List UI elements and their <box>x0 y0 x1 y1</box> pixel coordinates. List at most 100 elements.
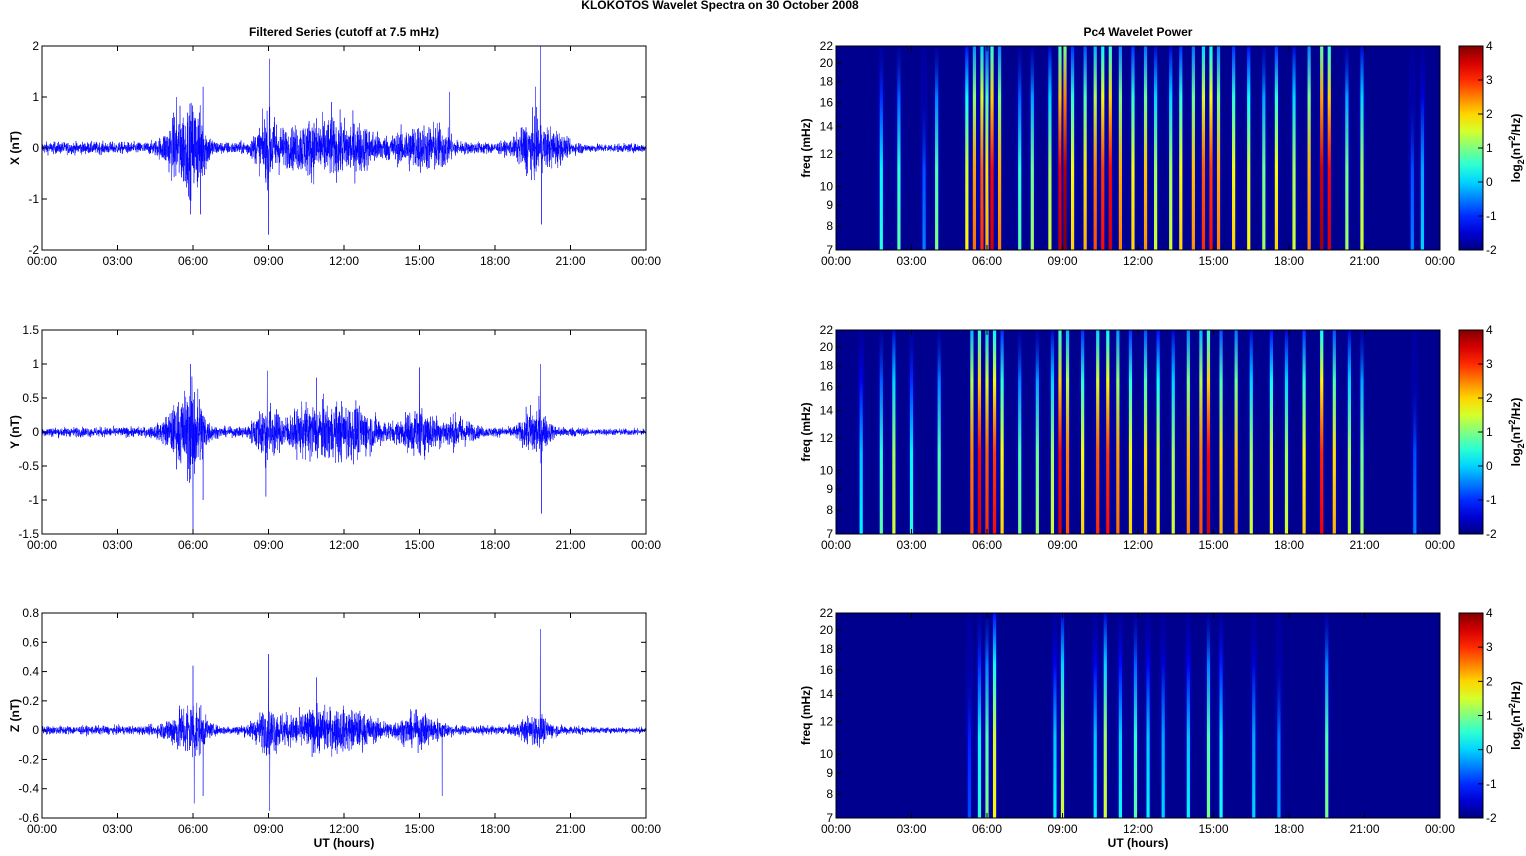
power-event <box>1186 613 1190 818</box>
x-tick-label: 00:00 <box>1425 254 1455 268</box>
colorbar-label-part: log <box>1509 164 1523 182</box>
colorbar-label-part: 2 <box>1507 136 1517 141</box>
power-event <box>1284 330 1289 534</box>
x-tick-label: 06:00 <box>178 254 208 268</box>
y-tick-label: 0.2 <box>22 694 39 708</box>
x-tick-label: 21:00 <box>555 254 585 268</box>
x-tick-label: 00:00 <box>631 822 661 836</box>
x-tick-label: 21:00 <box>1349 538 1379 552</box>
power-event <box>1209 46 1213 250</box>
power-event <box>1093 46 1097 250</box>
colorbar-tick-label: -2 <box>1486 243 1497 257</box>
power-event <box>1345 46 1349 250</box>
power-event <box>1018 330 1022 534</box>
power-event <box>1360 330 1364 534</box>
power-event <box>1302 330 1306 534</box>
y-tick-label: 8 <box>826 219 833 233</box>
y-tick-label: 0 <box>32 141 39 155</box>
power-event <box>990 46 994 250</box>
power-event <box>1103 613 1107 818</box>
x-tick-label: 00:00 <box>821 538 851 552</box>
y-tick-label: 20 <box>820 56 834 70</box>
x-tick-label: 06:00 <box>972 538 1002 552</box>
y-tick-label: 16 <box>820 96 834 110</box>
colorbar-tick-label: -1 <box>1486 493 1497 507</box>
y-tick-label: 9 <box>826 766 833 780</box>
y-tick-label: 2 <box>32 39 39 53</box>
power-event <box>985 330 989 534</box>
y-axis-label: Z (nT) <box>8 699 22 732</box>
colorbar-label: log2(nT2/Hz) <box>1507 114 1526 183</box>
x-tick-label: 15:00 <box>1198 538 1228 552</box>
power-event <box>1252 613 1256 818</box>
power-event <box>1106 330 1110 534</box>
y-axis-label: freq (mHz) <box>799 686 813 745</box>
colorbar-tick-label: 2 <box>1486 674 1493 688</box>
y-tick-label: -1 <box>28 493 39 507</box>
power-event <box>922 46 926 250</box>
power-event <box>1332 330 1336 534</box>
y-axis-label: freq (mHz) <box>799 402 813 461</box>
power-event <box>1249 330 1253 534</box>
y-tick-label: 16 <box>820 380 834 394</box>
power-event <box>1274 46 1279 250</box>
x-tick-label: 06:00 <box>972 254 1002 268</box>
power-event <box>1219 613 1223 818</box>
x-tick-label: 03:00 <box>102 254 132 268</box>
colorbar-label-part: 2 <box>1516 159 1526 164</box>
x-tick-label: 18:00 <box>1274 538 1304 552</box>
power-event <box>1118 46 1122 250</box>
y-tick-label: 18 <box>820 359 834 373</box>
x-tick-label: 03:00 <box>102 822 132 836</box>
y-tick-label: -2 <box>28 243 39 257</box>
power-event <box>980 46 984 250</box>
y-tick-label: 20 <box>820 623 834 637</box>
time-series-panel-z: -0.6 -0.4 -0.2 0 0.2 0.4 0.6 0.8 00:00 03:00 06:00… <box>8 606 661 850</box>
power-event <box>1320 46 1324 250</box>
x-tick-label: 15:00 <box>404 254 434 268</box>
x-tick-label: 12:00 <box>1123 822 1153 836</box>
colorbar-label-part: log <box>1509 732 1523 750</box>
y-tick-label: 18 <box>820 75 834 89</box>
y-tick-label: -0.5 <box>18 459 39 473</box>
power-event <box>992 330 997 534</box>
y-tick-label: 0 <box>32 723 39 737</box>
x-tick-label: 09:00 <box>1047 822 1077 836</box>
x-tick-label: 00:00 <box>821 822 851 836</box>
y-tick-label: -0.2 <box>18 752 39 766</box>
y-tick-label: 10 <box>820 179 834 193</box>
power-event <box>1143 46 1148 250</box>
y-tick-label: 1.5 <box>22 323 39 337</box>
y-tick-label: 9 <box>826 198 833 212</box>
x-tick-label: 09:00 <box>1047 254 1077 268</box>
power-event <box>1232 46 1236 250</box>
x-tick-label: 00:00 <box>27 254 57 268</box>
y-tick-label: 10 <box>820 747 834 761</box>
power-event <box>897 46 901 250</box>
power-event <box>1108 46 1112 250</box>
power-event <box>1179 46 1183 250</box>
power-event <box>1307 46 1311 250</box>
colorbar-tick-label: 2 <box>1486 107 1493 121</box>
x-axis-label: UT (hours) <box>314 836 375 850</box>
y-axis-label: Y (nT) <box>8 415 22 449</box>
power-event <box>1146 613 1150 818</box>
y-tick-label: 22 <box>820 323 834 337</box>
x-tick-label: 12:00 <box>1123 538 1153 552</box>
y-tick-label: -1.5 <box>18 527 39 541</box>
power-event <box>1101 46 1105 250</box>
power-event <box>1292 46 1296 250</box>
y-tick-label: 20 <box>820 340 834 354</box>
figure-title: KLOKOTOS Wavelet Spectra on 30 October 2… <box>581 0 859 12</box>
power-event <box>1360 46 1364 250</box>
colorbar-label-part: 2 <box>1507 420 1517 425</box>
colorbar-tick-label: 0 <box>1486 743 1493 757</box>
power-event <box>1018 46 1022 250</box>
x-tick-label: 00:00 <box>1425 538 1455 552</box>
y-tick-label: 12 <box>820 715 834 729</box>
y-tick-label: 22 <box>820 606 834 620</box>
power-event <box>1216 46 1221 250</box>
